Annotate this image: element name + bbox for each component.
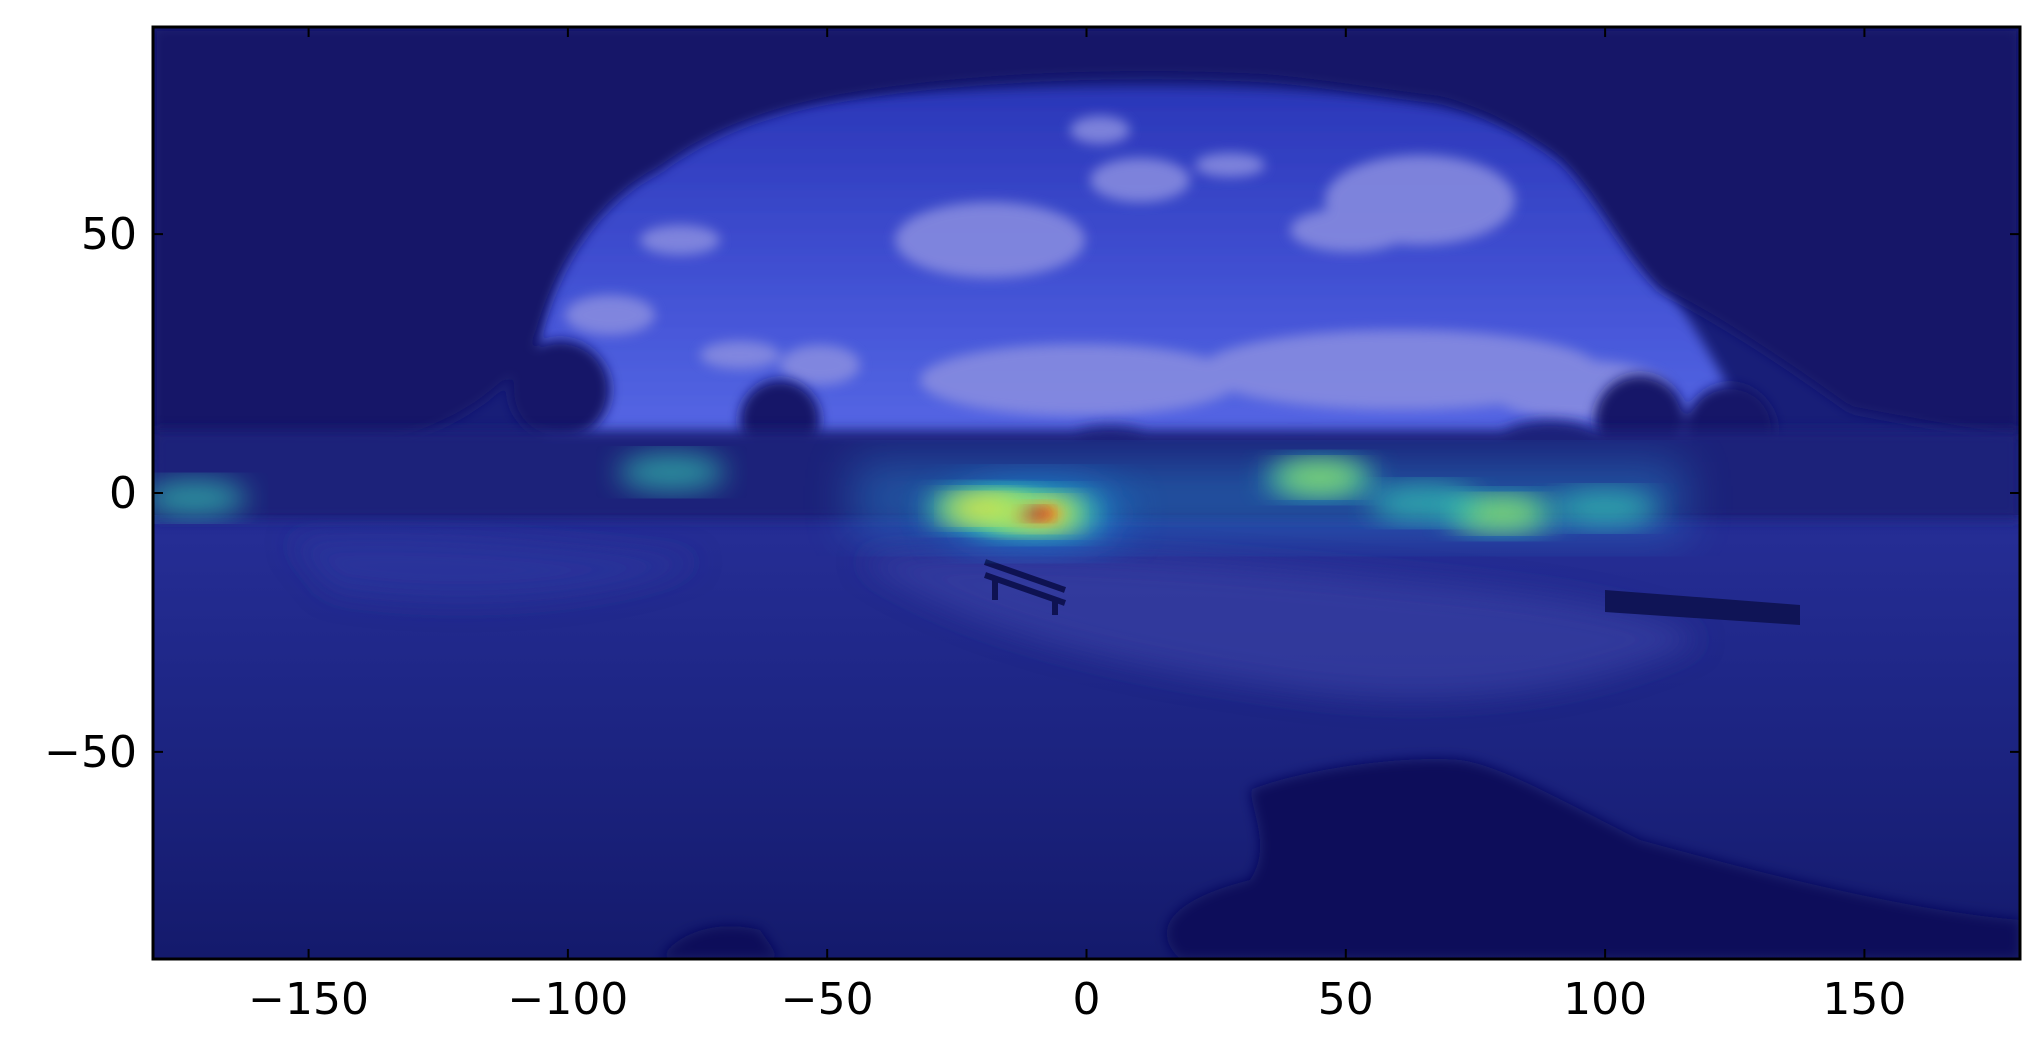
heat-hotspot [1262,457,1378,498]
x-tick-label: −50 [781,974,874,1025]
bench [984,559,1066,615]
x-tick-label: −150 [248,974,369,1025]
shadow [660,759,2020,959]
bench-right [1605,590,1800,625]
heat-hotspot [922,487,1043,530]
heat-hotspot [153,480,248,517]
x-tick-label: 150 [1822,974,1906,1025]
panorama-background [153,27,2020,959]
heat-hotspot [617,453,726,491]
y-tick-label: 50 [81,209,137,260]
x-tick-label: 100 [1563,974,1647,1025]
y-tick-label: −50 [44,727,137,778]
x-tick-label: 50 [1318,974,1374,1025]
x-tick-label: −100 [507,974,628,1025]
light-ground-patch [290,536,1700,698]
heat-hotspot [1369,484,1478,522]
y-tick-label: 0 [109,468,137,519]
x-axis: −150 −100 −50 0 50 100 150 [248,27,1906,1025]
x-tick-label: 0 [1073,974,1101,1025]
saliency-overlay [153,453,1683,545]
heat-hotspot [1552,490,1658,527]
y-axis: −50 0 50 [44,209,2020,778]
